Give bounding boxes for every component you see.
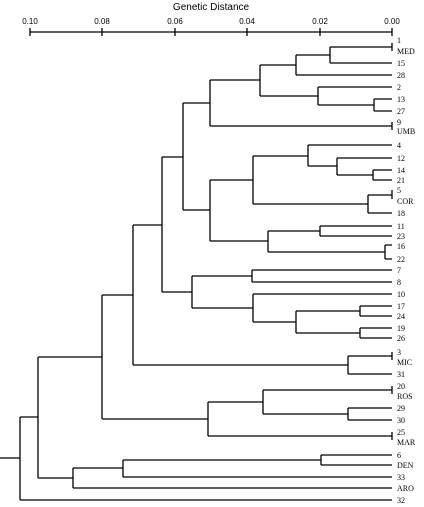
leaf-label: 13 — [397, 95, 405, 104]
leaf-label: 25 — [397, 428, 405, 437]
tree-branches — [0, 43, 393, 501]
axis-tick-label: 0.10 — [22, 17, 38, 26]
axis-tick-label: 0.04 — [239, 17, 255, 26]
leaf-label: 5 — [397, 186, 401, 195]
leaf-label: DEN — [397, 461, 414, 470]
leaf-label: MAR — [397, 438, 416, 447]
leaf-label: 12 — [397, 154, 405, 163]
leaf-labels: 1 MED 15 28 2 13 27 9 UMB 4 12 14 21 5 C… — [397, 36, 416, 505]
leaf-label: 10 — [397, 290, 405, 299]
leaf-label: 29 — [397, 404, 405, 413]
leaf-label: ROS — [397, 392, 413, 401]
leaf-label: UMB — [397, 127, 415, 136]
leaf-label: 26 — [397, 334, 405, 343]
leaf-label: 19 — [397, 324, 405, 333]
axis-tick-label: 0.06 — [167, 17, 183, 26]
leaf-label: 20 — [397, 382, 405, 391]
leaf-label: 4 — [397, 141, 401, 150]
leaf-label: 21 — [397, 176, 405, 185]
leaf-label: MED — [397, 47, 415, 56]
leaf-label: 1 — [397, 36, 401, 45]
leaf-label: ARO — [397, 484, 414, 493]
leaf-label: 32 — [397, 496, 405, 505]
leaf-label: COR — [397, 197, 414, 206]
leaf-label: 14 — [397, 166, 405, 175]
chart-title: Genetic Distance — [173, 2, 250, 13]
leaf-label: 2 — [397, 83, 401, 92]
axis-tick-label: 0.08 — [94, 17, 110, 26]
leaf-label: 6 — [397, 451, 401, 460]
leaf-label: 31 — [397, 370, 405, 379]
leaf-label: 9 — [397, 118, 401, 127]
leaf-label: 23 — [397, 232, 405, 241]
leaf-label: 28 — [397, 71, 405, 80]
leaf-label: 17 — [397, 302, 405, 311]
distance-axis: 0.10 0.08 0.06 0.04 0.02 0.00 — [22, 17, 400, 36]
leaf-label: 16 — [397, 242, 405, 251]
leaf-label: 33 — [397, 473, 405, 482]
leaf-label: 30 — [397, 416, 405, 425]
axis-tick-label: 0.00 — [384, 17, 400, 26]
leaf-label: 11 — [397, 222, 405, 231]
leaf-label: 7 — [397, 266, 401, 275]
leaf-label: 24 — [397, 312, 405, 321]
leaf-label: 3 — [397, 348, 401, 357]
leaf-label: 27 — [397, 107, 405, 116]
leaf-label: MIC — [397, 358, 412, 367]
leaf-label: 18 — [397, 209, 405, 218]
leaf-label: 22 — [397, 255, 405, 264]
leaf-label: 15 — [397, 59, 405, 68]
axis-tick-label: 0.02 — [312, 17, 328, 26]
leaf-label: 8 — [397, 278, 401, 287]
